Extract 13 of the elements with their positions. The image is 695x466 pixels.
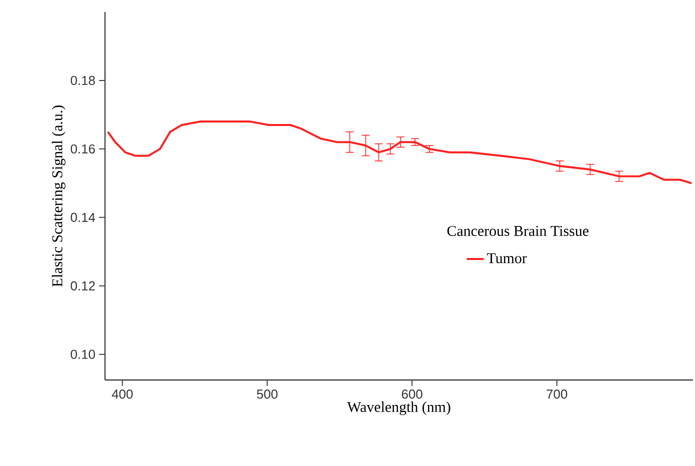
y-tick-label: 0.12	[70, 281, 95, 290]
y-axis-title: Elastic Scattering Signal (a.u.)	[52, 106, 66, 287]
x-tick-label: 500	[256, 390, 278, 399]
y-tick-label: 0.18	[70, 76, 95, 86]
y-tick-label: 0.14	[70, 212, 96, 222]
x-tick-label: 400	[112, 390, 133, 399]
x-tick-label: 700	[546, 390, 568, 399]
y-tick-label: 0.10	[70, 350, 95, 359]
y-tick-label: 0.16	[70, 144, 95, 154]
legend-label: Tumor	[487, 253, 527, 264]
x-tick-label: 600	[402, 390, 422, 399]
x-axis-title: Wavelength (nm)	[347, 402, 450, 416]
legend-title: Cancerous Brain Tissue	[447, 226, 588, 236]
